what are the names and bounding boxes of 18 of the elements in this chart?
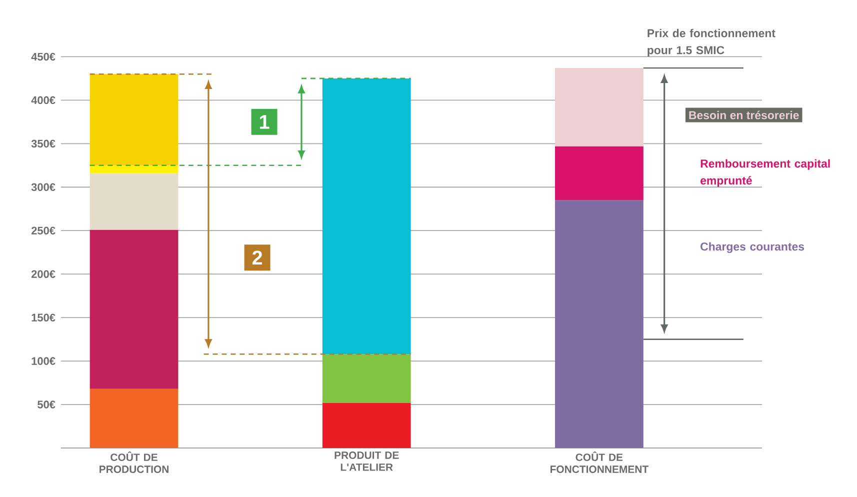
- text: Besoin en trésorerie: [689, 110, 799, 120]
- x-tick-label: COÛT DE FONCTIONNEMENT: [550, 452, 648, 473]
- y-tick-label: 400€: [31, 96, 56, 104]
- y-tick-label: 150€: [32, 314, 56, 322]
- y-tick-label: 200€: [31, 270, 56, 278]
- annotation: 1: [260, 115, 270, 129]
- y-tick-label: 450€: [31, 52, 56, 61]
- ref-line-label: Prix de fonctionnement pour 1.5 SMIC: [648, 28, 776, 56]
- y-tick-label: 100€: [32, 357, 56, 365]
- y-tick-label: 350€: [31, 140, 56, 148]
- text: Charges courantes: [700, 242, 804, 253]
- y-tick-label: 250€: [31, 226, 56, 234]
- x-tick-label: PRODUIT DE L'ATELIER: [334, 452, 399, 471]
- x-tick-label: COÛT DE PRODUCTION: [100, 452, 168, 473]
- text: Remboursement capital emprunté: [700, 159, 830, 187]
- annotation: 2: [252, 250, 262, 265]
- y-tick-label: 300€: [31, 183, 56, 192]
- y-tick-label: 50€: [38, 400, 56, 408]
